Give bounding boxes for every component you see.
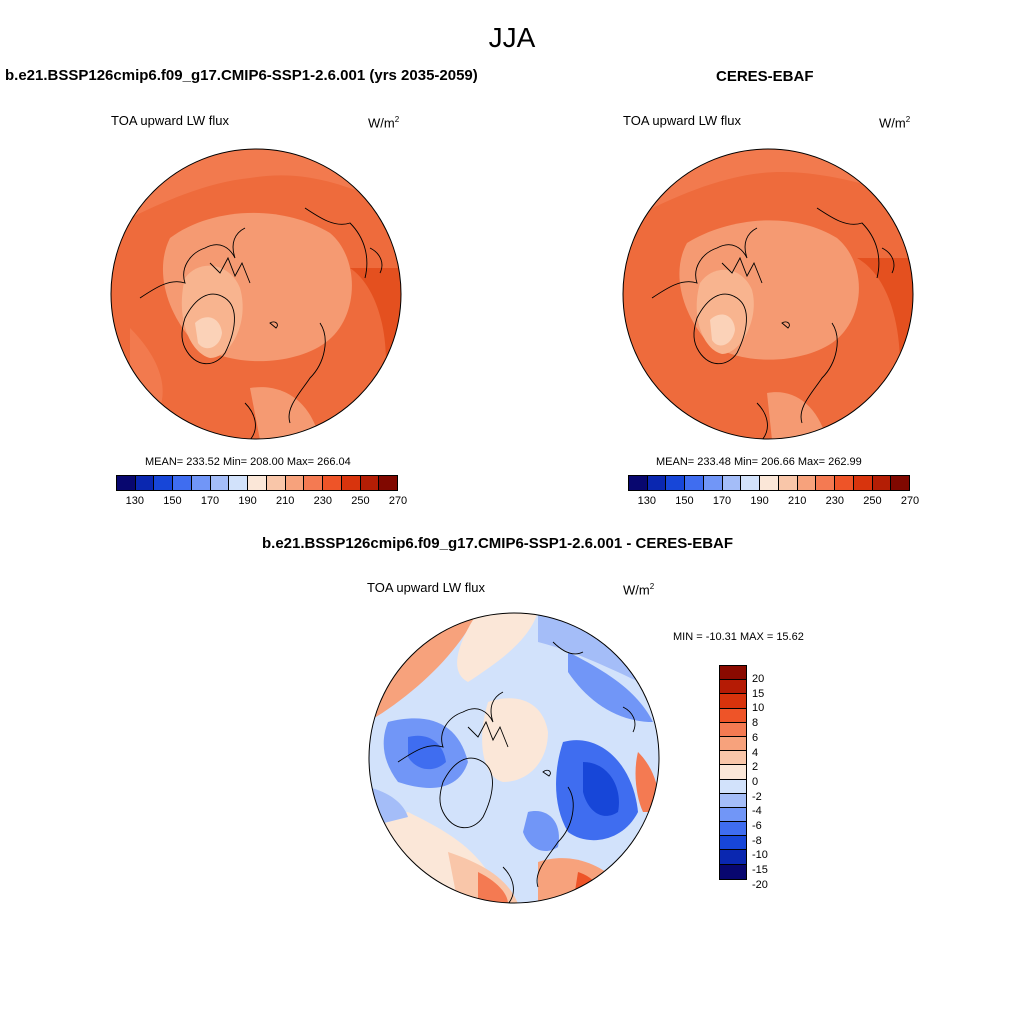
diff-colorbar-tick-label: 0 [752,775,759,788]
obs-colorbar [628,475,910,491]
diff-stats: MIN = -10.31 MAX = 15.62 [673,631,804,643]
diff-polar-map [368,612,660,904]
obs-colorbar-swatch [703,476,723,490]
obs-colorbar-swatch [741,476,761,490]
model-colorbar-ticks: 130 150 170 190 210 230 250 270 [116,495,408,509]
model-colorbar-tick-label: 250 [351,495,370,507]
model-colorbar-tick-label: 210 [276,495,295,507]
diff-colorbar-swatch [720,822,746,837]
model-colorbar-tick-label: 150 [163,495,182,507]
diff-colorbar-tick-label: -20 [752,878,768,891]
diff-variable-label: TOA upward LW flux [367,580,486,595]
obs-colorbar-swatch [853,476,873,490]
diff-colorbar-ticks: 20 15 10 8 6 4 2 0 -2 -4 -6 -8 -10 -15 -20 [752,665,782,891]
obs-colorbar-tick-label: 210 [788,495,807,507]
obs-colorbar-swatch [760,476,779,490]
diff-colorbar-swatch [720,864,746,879]
obs-colorbar-tick-label: 270 [900,495,920,507]
obs-colorbar-tick-label: 170 [712,495,732,507]
diff-colorbar-tick-label: -8 [752,834,762,847]
diff-colorbar-tick-label: 8 [752,717,759,730]
obs-stats: MEAN= 233.48 Min= 206.66 Max= 262.99 [656,456,862,468]
obs-colorbar-swatch [872,476,892,490]
diff-colorbar-tick-label: -15 [752,864,768,877]
obs-colorbar-swatch [797,476,817,490]
obs-colorbar-tick-label: 250 [863,495,882,507]
diff-colorbar-swatch [720,722,746,737]
diff-colorbar-tick-label: 2 [752,761,759,774]
model-colorbar-tick-label: 270 [388,495,408,507]
diff-colorbar-swatch [720,694,746,709]
model-colorbar-swatch [248,476,267,490]
model-colorbar-swatch [285,476,305,490]
diff-colorbar-swatch [720,751,746,766]
diff-colorbar-tick-label: -6 [752,820,762,832]
model-colorbar-swatch [135,476,155,490]
diff-colorbar-tick-label: 15 [752,687,765,700]
obs-colorbar-tick-label: 230 [825,495,844,507]
obs-panel-title: CERES-EBAF [716,68,814,85]
obs-units-label: W/m2 [879,115,911,131]
model-colorbar-tick-label: 170 [200,495,220,507]
model-colorbar-swatch [154,476,174,490]
model-colorbar [116,475,398,491]
obs-colorbar-swatch [629,476,648,490]
diff-colorbar-swatch [720,836,746,851]
obs-colorbar-swatch [891,476,910,490]
diff-colorbar-swatch [720,779,746,794]
diff-colorbar-tick-label: -4 [752,805,762,818]
obs-colorbar-swatch [835,476,854,490]
diff-colorbar-swatch [720,850,746,865]
diff-colorbar [719,665,747,880]
obs-variable-label: TOA upward LW flux [623,113,742,128]
diff-colorbar-swatch [720,765,746,780]
diff-panel-title: b.e21.BSSP126cmip6.f09_g17.CMIP6-SSP1-2.… [262,535,734,552]
model-colorbar-swatch [304,476,324,490]
diff-colorbar-tick-label: 6 [752,731,759,744]
model-colorbar-tick-label: 230 [313,495,332,507]
obs-colorbar-tick-label: 150 [675,495,694,507]
model-polar-map [110,148,402,440]
diff-colorbar-tick-label: 10 [752,702,765,715]
model-colorbar-swatch [323,476,342,490]
diff-colorbar-tick-label: -2 [752,790,762,803]
diff-colorbar-swatch [720,807,746,823]
diff-colorbar-swatch [720,708,746,723]
obs-colorbar-swatch [778,476,798,490]
model-units-label: W/m2 [368,115,400,131]
obs-colorbar-swatch [722,476,742,490]
model-colorbar-swatch [117,476,136,490]
model-colorbar-swatch [229,476,249,490]
model-colorbar-swatch [266,476,286,490]
model-colorbar-swatch [341,476,361,490]
diff-colorbar-swatch [720,736,746,752]
model-variable-label: TOA upward LW flux [111,113,230,128]
obs-colorbar-tick-label: 130 [637,495,656,507]
obs-polar-map [622,148,914,440]
obs-colorbar-tick-label: 190 [750,495,769,507]
model-colorbar-swatch [191,476,211,490]
obs-colorbar-swatch [816,476,836,490]
diff-colorbar-swatch [720,793,746,808]
obs-colorbar-swatch [666,476,686,490]
diff-units-label: W/m2 [623,582,655,598]
model-colorbar-swatch [360,476,380,490]
model-stats: MEAN= 233.52 Min= 208.00 Max= 266.04 [145,456,351,468]
model-colorbar-tick-label: 190 [238,495,257,507]
model-colorbar-swatch [173,476,192,490]
diff-colorbar-tick-label: 20 [752,673,765,685]
diff-colorbar-tick-label: 4 [752,746,759,759]
diff-colorbar-swatch [720,680,746,695]
obs-colorbar-swatch [685,476,704,490]
obs-colorbar-swatch [647,476,667,490]
model-colorbar-swatch [379,476,398,490]
model-colorbar-tick-label: 130 [125,495,144,507]
model-panel-title: b.e21.BSSP126cmip6.f09_g17.CMIP6-SSP1-2.… [5,67,478,84]
diff-colorbar-tick-label: -10 [752,849,768,862]
obs-colorbar-ticks: 130 150 170 190 210 230 250 270 [628,495,920,509]
diff-colorbar-swatch [720,666,746,681]
model-colorbar-swatch [210,476,230,490]
season-title: JJA [488,22,536,53]
